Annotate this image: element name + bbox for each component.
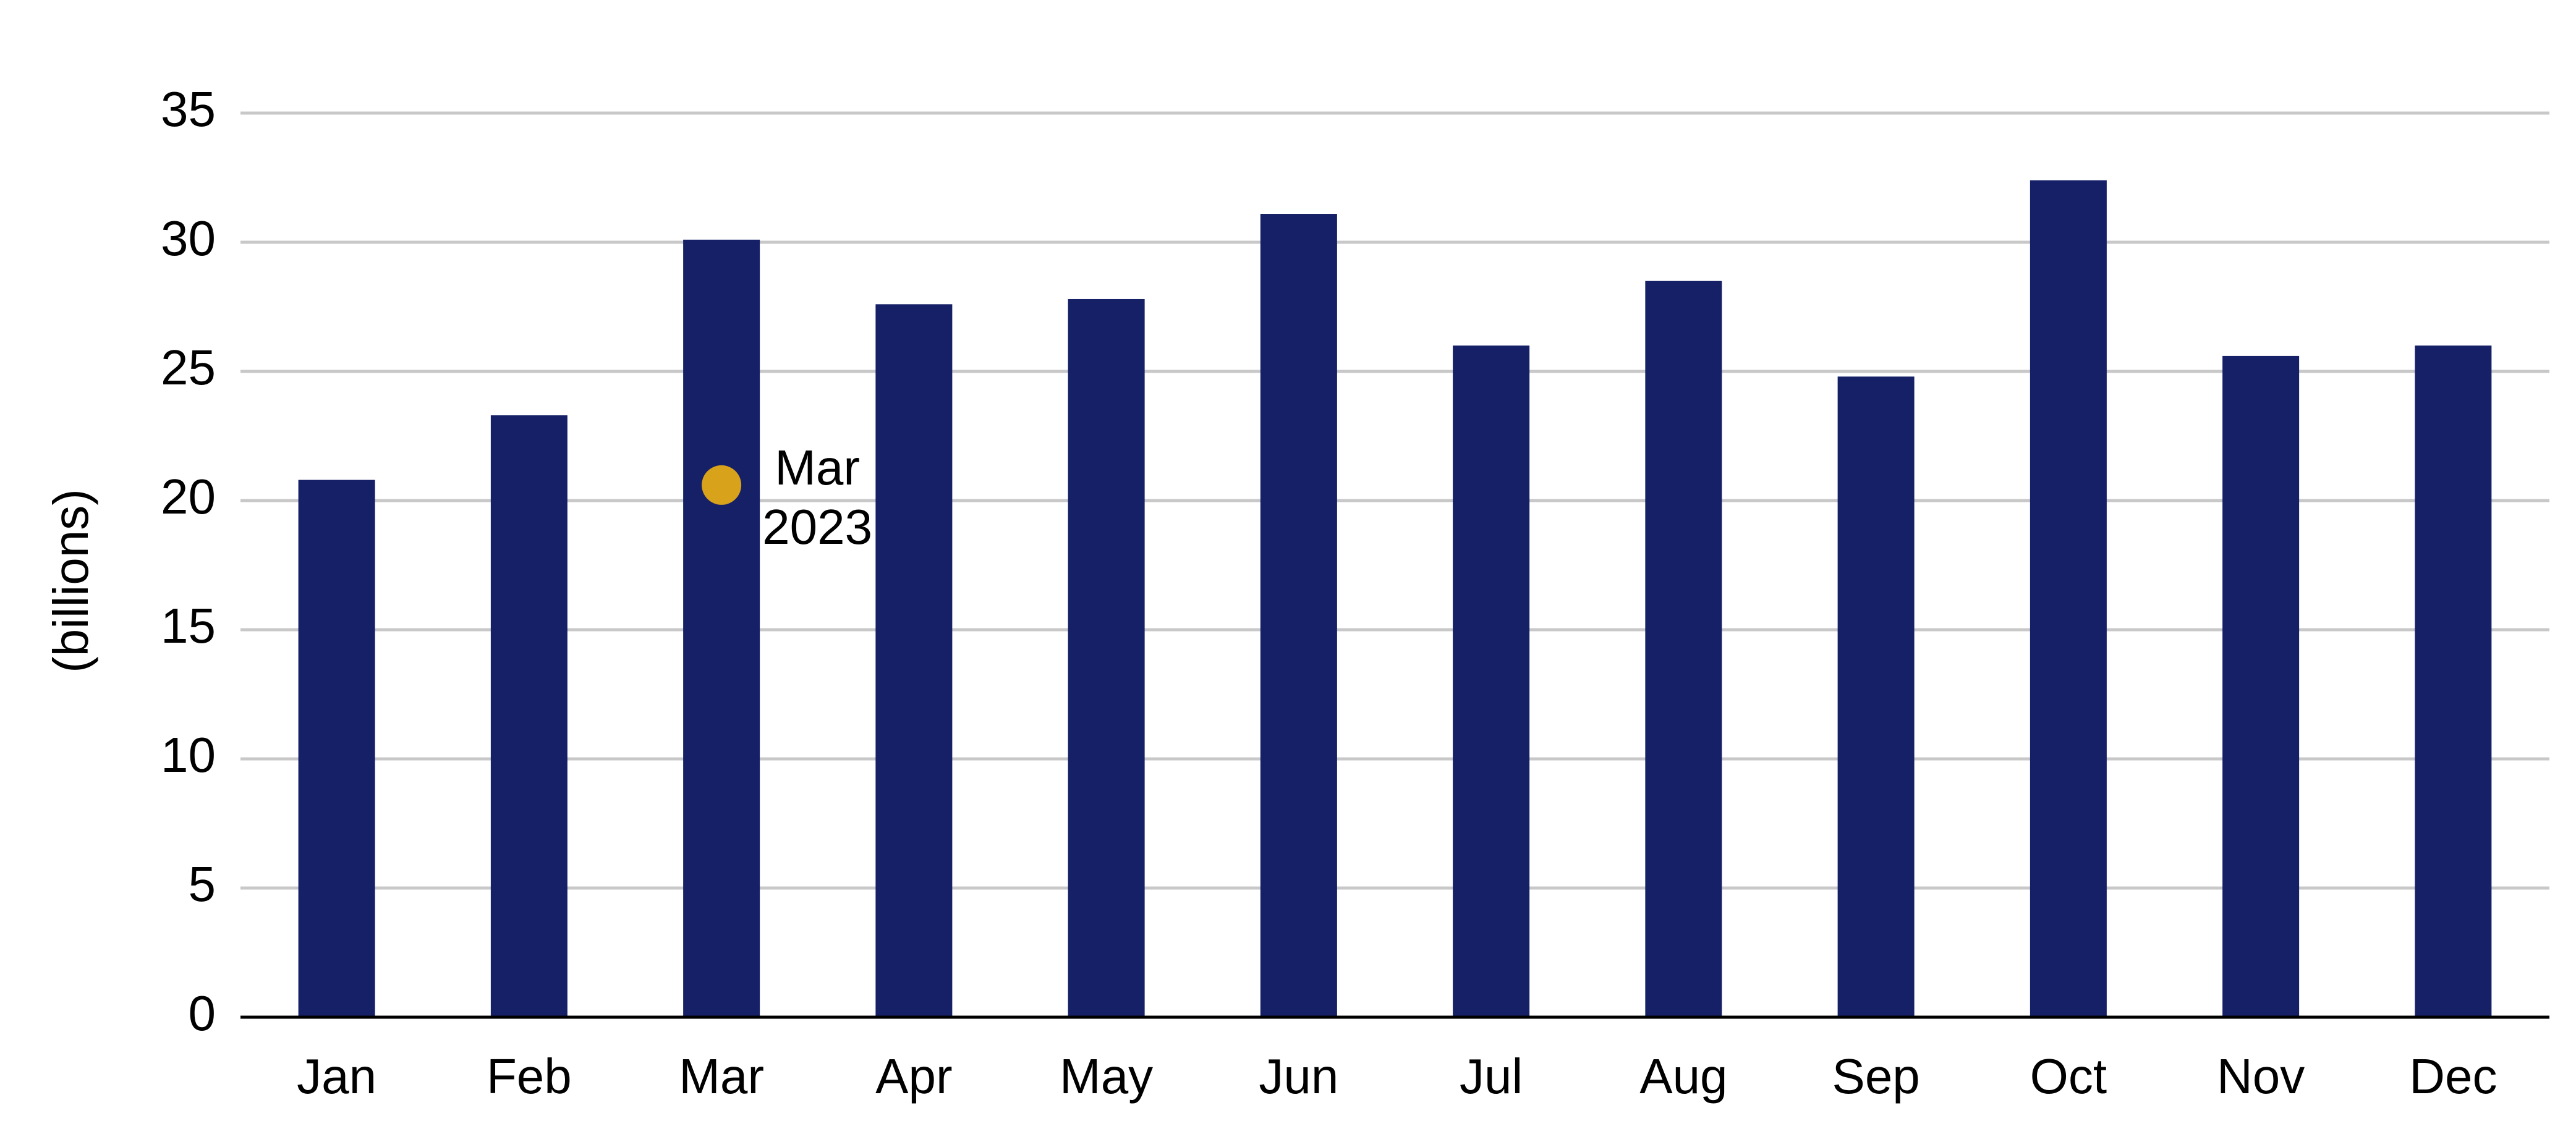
bar <box>1645 281 1722 1018</box>
x-tick-label: Mar <box>679 1049 764 1104</box>
marker-label: 2023 <box>762 499 872 554</box>
bar <box>875 304 953 1017</box>
bar <box>1260 214 1337 1017</box>
bar <box>490 415 567 1017</box>
y-tick-label: 15 <box>161 598 216 653</box>
x-tick-label: Feb <box>487 1049 572 1104</box>
marker-label: Mar <box>775 440 860 495</box>
x-tick-label: Dec <box>2409 1049 2497 1104</box>
y-tick-label: 25 <box>161 340 216 395</box>
x-tick-label: Aug <box>1639 1049 1727 1104</box>
x-tick-label: Oct <box>2030 1049 2107 1104</box>
y-tick-label: 20 <box>161 469 216 524</box>
bar <box>1453 345 1530 1018</box>
x-tick-label: Jul <box>1460 1049 1523 1104</box>
bar <box>683 239 760 1017</box>
x-tick-label: Nov <box>2217 1049 2305 1104</box>
y-tick-label: 0 <box>189 986 216 1041</box>
bar <box>1837 376 1915 1017</box>
x-tick-label: Jun <box>1259 1049 1338 1104</box>
marker <box>702 465 742 505</box>
bar <box>298 480 375 1017</box>
y-tick-label: 10 <box>161 727 216 782</box>
x-tick-label: Apr <box>875 1049 953 1104</box>
x-tick-label: May <box>1060 1049 1153 1104</box>
y-tick-label: 5 <box>189 857 216 912</box>
bar <box>2415 345 2492 1018</box>
x-tick-label: Sep <box>1832 1049 1919 1104</box>
y-tick-label: 30 <box>161 211 216 266</box>
bar <box>1068 298 1145 1018</box>
bar <box>2222 355 2300 1018</box>
bar <box>2030 180 2107 1018</box>
x-tick-label: Jan <box>297 1049 376 1104</box>
y-axis-label: (billions) <box>43 489 98 673</box>
y-tick-label: 35 <box>161 82 216 137</box>
